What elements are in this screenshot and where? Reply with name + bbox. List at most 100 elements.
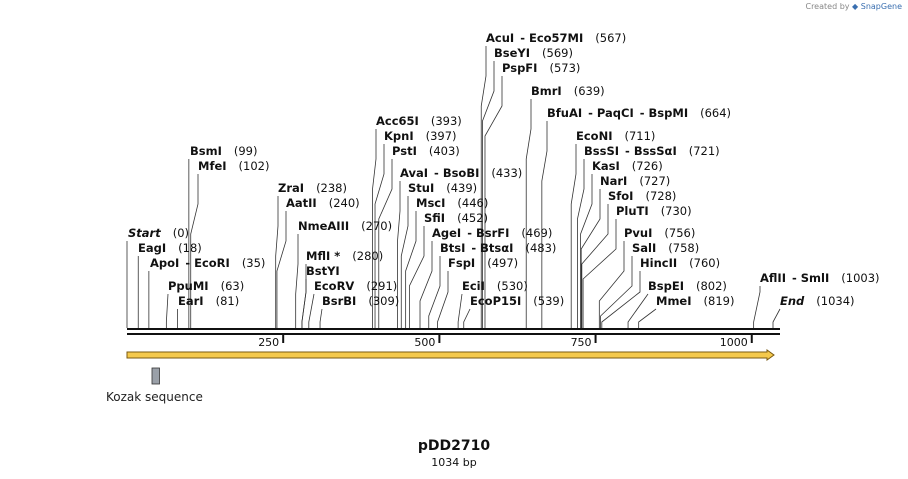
site-label-sali[interactable]: SalI (758) xyxy=(632,241,699,255)
alias-separator: - xyxy=(588,106,593,120)
site-position: (63) xyxy=(221,279,245,293)
site-label-eagi[interactable]: EagI (18) xyxy=(138,241,202,255)
site-label-pluti[interactable]: PluTI (730) xyxy=(616,204,692,218)
site-label-sfii[interactable]: SfiI (452) xyxy=(424,211,488,225)
snapgene-logo-icon: ◆ xyxy=(852,2,859,11)
site-label-end[interactable]: End (1034) xyxy=(780,294,855,308)
orf-arrow-shape[interactable] xyxy=(126,349,775,361)
site-label-acui[interactable]: AcuI - Eco57MI (567) xyxy=(486,31,626,45)
site-label-bsmi[interactable]: BsmI (99) xyxy=(190,144,257,158)
site-leader-zrai xyxy=(275,196,279,328)
site-label-avai[interactable]: AvaI - BsoBI (433) xyxy=(400,166,522,180)
snapgene-credit: Created by ◆ SnapGene xyxy=(805,2,902,11)
site-leader-bseyi xyxy=(482,61,495,328)
site-label-btsi[interactable]: BtsI - BtsαI (483) xyxy=(440,241,556,255)
site-name: MfeI xyxy=(198,159,227,173)
site-label-pspfi[interactable]: PspFI (573) xyxy=(502,61,580,75)
site-label-eari[interactable]: EarI (81) xyxy=(178,294,239,308)
site-label-start[interactable]: Start (0) xyxy=(128,226,189,240)
site-leader-pspfi xyxy=(484,76,503,328)
alias-separator: - xyxy=(792,271,797,285)
ruler-tick-label: 1000 xyxy=(720,336,748,349)
site-position: (452) xyxy=(457,211,488,225)
site-position: (240) xyxy=(329,196,360,210)
site-label-econi[interactable]: EcoNI (711) xyxy=(576,129,655,143)
site-leader-ecop15i xyxy=(463,308,471,328)
site-label-bstyi[interactable]: BstYI xyxy=(306,264,340,278)
kozak-sequence-label[interactable]: Kozak sequence xyxy=(106,390,203,404)
site-leader-aflii xyxy=(753,286,761,328)
site-position: (639) xyxy=(574,84,605,98)
site-label-apoi[interactable]: ApoI - EcoRI (35) xyxy=(150,256,265,270)
site-label-zrai[interactable]: ZraI (238) xyxy=(278,181,347,195)
site-name: MscI xyxy=(416,196,445,210)
alias-separator: - xyxy=(625,144,630,158)
site-label-bspei[interactable]: BspEI (802) xyxy=(648,279,727,293)
site-leader-aatii xyxy=(276,211,287,328)
site-position: (569) xyxy=(542,46,573,60)
site-name: Acc65I xyxy=(376,114,419,128)
alias-separator: - xyxy=(434,166,439,180)
site-leader-mmei xyxy=(638,308,657,328)
site-name: KpnI xyxy=(384,129,414,143)
site-label-aatii[interactable]: AatII (240) xyxy=(286,196,360,210)
site-name: MflI * xyxy=(306,249,340,263)
site-name: AvaI xyxy=(400,166,428,180)
credit-prefix: Created by xyxy=(805,2,850,11)
site-label-ecii[interactable]: EciI (530) xyxy=(462,279,528,293)
site-leader-hincii xyxy=(601,271,641,328)
site-label-agei[interactable]: AgeI - BsrFI (469) xyxy=(432,226,552,240)
site-label-bsrbi[interactable]: BsrBI (309) xyxy=(322,294,399,308)
site-name: PluTI xyxy=(616,204,649,218)
site-label-psti[interactable]: PstI (403) xyxy=(392,144,460,158)
site-position: (756) xyxy=(664,226,695,240)
site-position: (102) xyxy=(239,159,270,173)
site-leader-pvui xyxy=(598,241,625,328)
site-label-stui[interactable]: StuI (439) xyxy=(408,181,477,195)
site-label-mfli[interactable]: MflI * (280) xyxy=(306,249,383,263)
site-name: AgeI xyxy=(432,226,461,240)
site-position: (397) xyxy=(426,129,457,143)
orf-arrow[interactable] xyxy=(126,349,775,361)
site-label-bseyi[interactable]: BseYI (569) xyxy=(494,46,573,60)
site-alias: SmlI xyxy=(801,271,830,285)
site-label-ecorv[interactable]: EcoRV (291) xyxy=(314,279,397,293)
alias-separator: - xyxy=(520,31,525,45)
site-label-mmei[interactable]: MmeI (819) xyxy=(656,294,734,308)
site-label-hincii[interactable]: HincII (760) xyxy=(640,256,720,270)
site-leader-msci xyxy=(405,211,417,328)
site-label-kasi[interactable]: KasI (726) xyxy=(592,159,663,173)
site-label-pvui[interactable]: PvuI (756) xyxy=(624,226,695,240)
site-label-msci[interactable]: MscI (446) xyxy=(416,196,488,210)
site-label-nari[interactable]: NarI (727) xyxy=(600,174,670,188)
site-name: BfuAI xyxy=(547,106,582,120)
site-name: AflII xyxy=(760,271,786,285)
site-name: EarI xyxy=(178,294,204,308)
site-label-nmeaiii[interactable]: NmeAIII (270) xyxy=(298,219,392,233)
kozak-feature[interactable] xyxy=(151,367,160,385)
site-label-kpni[interactable]: KpnI (397) xyxy=(384,129,457,143)
position-ruler: 250 500 750 1000 xyxy=(258,335,753,349)
site-label-mfei[interactable]: MfeI (102) xyxy=(198,159,269,173)
site-leader-stui xyxy=(400,196,409,328)
site-label-bmri[interactable]: BmrI (639) xyxy=(531,84,605,98)
site-label-bsssi[interactable]: BssSI - BssSαI (721) xyxy=(584,144,720,158)
site-label-ecop15i[interactable]: EcoP15I (539) xyxy=(470,294,564,308)
site-label-ppumi[interactable]: PpuMI (63) xyxy=(168,279,244,293)
site-position: (802) xyxy=(696,279,727,293)
site-name: PvuI xyxy=(624,226,652,240)
site-position: (573) xyxy=(549,61,580,75)
site-label-aflii[interactable]: AflII - SmlI (1003) xyxy=(760,271,880,285)
site-leader-fspi xyxy=(437,271,449,328)
site-position: (18) xyxy=(178,241,202,255)
site-name: EciI xyxy=(462,279,485,293)
site-label-fspi[interactable]: FspI (497) xyxy=(448,256,518,270)
site-label-sfoi[interactable]: SfoI (728) xyxy=(608,189,676,203)
site-label-acc65i[interactable]: Acc65I (393) xyxy=(376,114,462,128)
site-leader-sfii xyxy=(408,226,425,328)
kozak-feature-box[interactable] xyxy=(151,367,160,385)
restriction-site-labels: Start (0)EagI (18)ApoI - EcoRI (35)PpuMI (63)E… xyxy=(128,31,880,308)
site-label-bfuai[interactable]: BfuAI - PaqCI - BspMI (664) xyxy=(547,106,731,120)
site-position: (280) xyxy=(352,249,383,263)
